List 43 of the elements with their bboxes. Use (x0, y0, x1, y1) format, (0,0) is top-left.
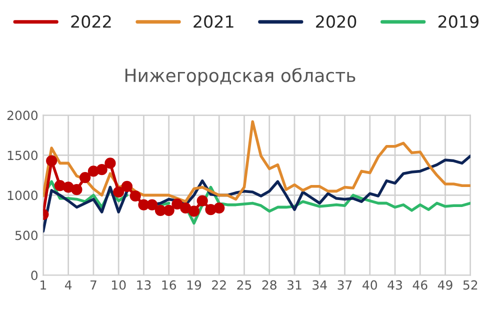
x-tick-label: 16 (162, 280, 176, 290)
chart-title: Нижегородская область (125, 68, 356, 86)
x-tick-label: 13 (137, 280, 151, 290)
point (71, 184, 82, 196)
point (172, 198, 183, 210)
point (188, 206, 200, 217)
y-tick-label: 2000 (7, 110, 38, 120)
x-tick-label: 7 (90, 280, 96, 290)
legend-label: 2019 (438, 15, 478, 28)
x-tick-label: 31 (287, 280, 302, 290)
x-tick-label: 34 (312, 280, 327, 290)
y-tick-label: 0 (31, 270, 38, 280)
point (46, 155, 58, 166)
x-tick-label: 28 (262, 280, 276, 290)
y-tick-label: 500 (15, 230, 38, 240)
point (214, 202, 225, 214)
point (80, 172, 91, 184)
point (163, 204, 174, 216)
point (130, 190, 141, 202)
legend-label: 2021 (194, 15, 234, 28)
x-tick-label: 37 (338, 280, 352, 290)
x-tick-label: 43 (388, 280, 402, 290)
x-tick-label: 22 (212, 280, 226, 290)
x-tick-label: 49 (438, 280, 452, 290)
legend-label: 2022 (71, 15, 111, 28)
point (196, 195, 208, 206)
point (104, 158, 116, 169)
x-tick-label: 10 (112, 280, 126, 290)
x-tick-label: 40 (362, 280, 378, 290)
y-tick-label: 1500 (8, 150, 38, 160)
point (96, 164, 108, 176)
point (180, 202, 192, 214)
point (113, 186, 124, 198)
x-tick-label: 46 (412, 280, 428, 290)
x-tick-label: 1 (40, 280, 46, 290)
x-tick-label: 25 (237, 280, 252, 290)
x-tick-label: 4 (64, 280, 72, 290)
point (121, 180, 133, 192)
y-tick-label: 1000 (8, 190, 38, 200)
legend-label: 2020 (316, 15, 356, 28)
x-tick-label: 19 (187, 280, 202, 290)
x-tick-label: 52 (463, 280, 478, 290)
point (146, 199, 158, 210)
